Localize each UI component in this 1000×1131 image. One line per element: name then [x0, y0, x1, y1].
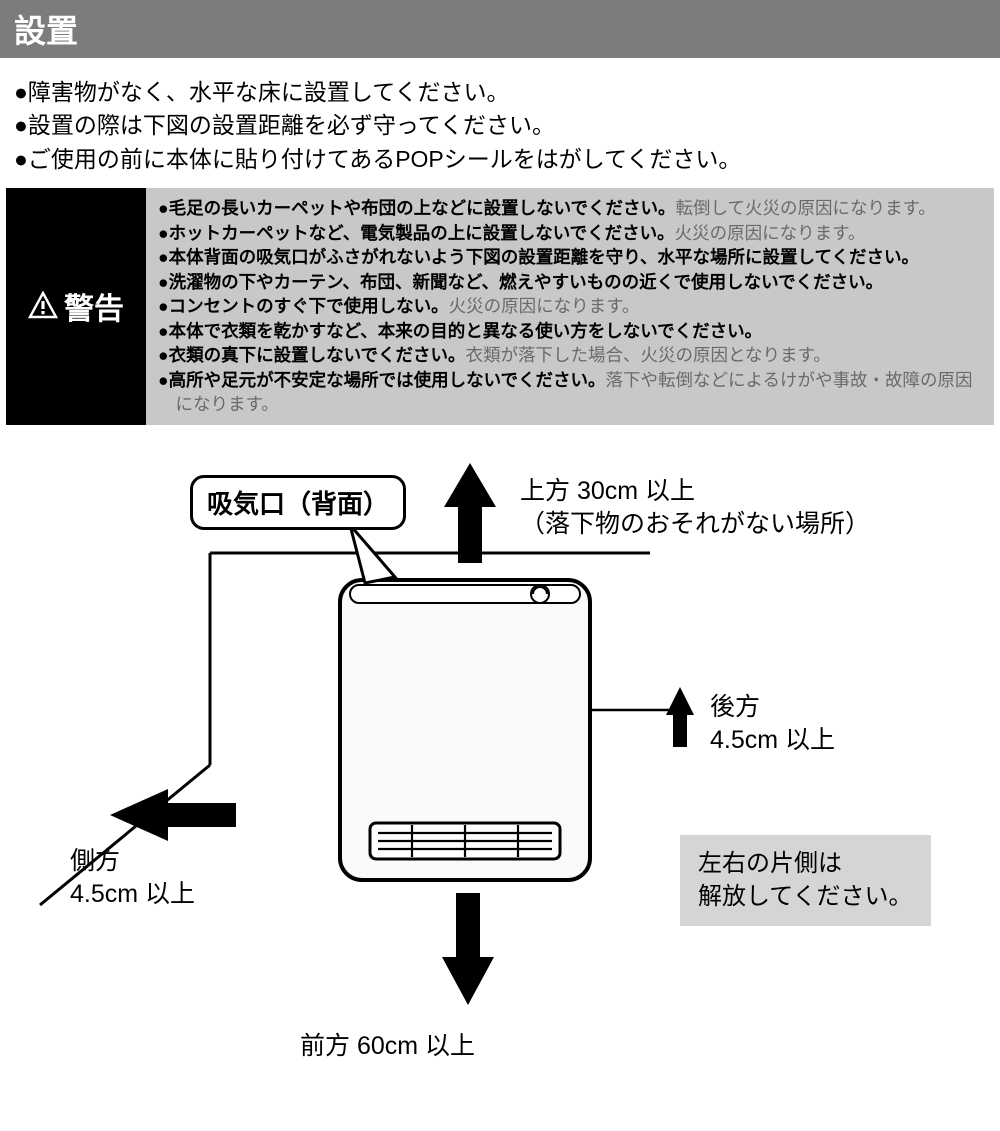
warning-label-text: 警告	[64, 284, 124, 328]
section-title: 設置	[14, 13, 78, 49]
warning-line: ●洗濯物の下やカーテン、布団、新聞など、燃えやすいものの近くで使用しないでくださ…	[158, 270, 982, 295]
warning-line: ●本体背面の吸気口がふさがれないよう下図の設置距離を守り、水平な場所に設置してく…	[158, 245, 982, 270]
warning-icon	[28, 291, 58, 321]
label-top: 上方 30cm 以上 （落下物のおそれがない場所）	[520, 475, 870, 543]
warning-line: ●ホットカーペットなど、電気製品の上に設置しないでください。火災の原因になります…	[158, 221, 982, 246]
intro-bullet: ●設置の際は下図の設置距離を必ず守ってください。	[14, 109, 986, 142]
warning-label: 警告	[6, 188, 146, 425]
intro-bullets: ●障害物がなく、水平な床に設置してください。 ●設置の際は下図の設置距離を必ず守…	[0, 58, 1000, 188]
heater-device	[340, 580, 590, 880]
clearance-diagram: 吸気口（背面） 上方 30cm 以上 （落下物のおそれがない場所） 後方 4.5…	[0, 435, 1000, 1095]
label-rear: 後方 4.5cm 以上	[710, 691, 835, 759]
arrow-up-icon	[444, 463, 496, 563]
callout-label: 吸気口（背面）	[190, 475, 406, 530]
warning-line: ●衣類の真下に設置しないでください。衣類が落下した場合、火災の原因となります。	[158, 343, 982, 368]
warning-line: ●毛足の長いカーペットや布団の上などに設置しないでください。転倒して火災の原因に…	[158, 196, 982, 221]
label-front: 前方 60cm 以上	[300, 1030, 475, 1064]
side-open-note: 左右の片側は 解放してください。	[680, 835, 931, 926]
intro-bullet: ●障害物がなく、水平な床に設置してください。	[14, 76, 986, 109]
label-side: 側方 4.5cm 以上	[70, 845, 195, 913]
intro-bullet: ●ご使用の前に本体に貼り付けてあるPOPシールをはがしてください。	[14, 143, 986, 176]
arrow-rear-icon	[590, 687, 694, 747]
warning-text-list: ●毛足の長いカーペットや布団の上などに設置しないでください。転倒して火災の原因に…	[146, 188, 994, 425]
warning-line: ●コンセントのすぐ下で使用しない。火災の原因になります。	[158, 294, 982, 319]
section-header: 設置	[0, 0, 1000, 58]
arrow-front-icon	[442, 893, 494, 1005]
warning-box: 警告 ●毛足の長いカーペットや布団の上などに設置しないでください。転倒して火災の…	[6, 188, 994, 425]
warning-line: ●本体で衣類を乾かすなど、本来の目的と異なる使い方をしないでください。	[158, 319, 982, 344]
warning-line: ●高所や足元が不安定な場所では使用しないでください。落下や転倒などによるけがや事…	[158, 368, 982, 417]
